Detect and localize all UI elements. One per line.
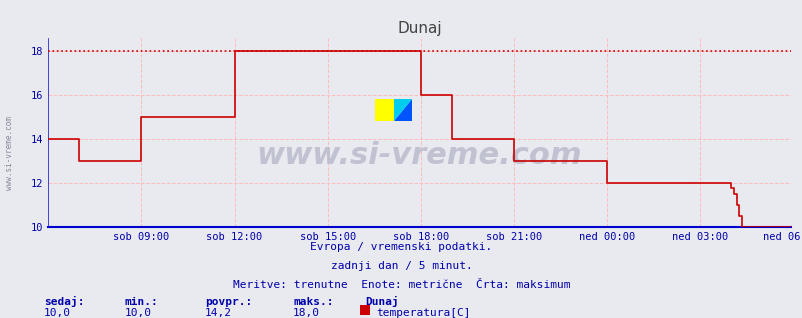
Text: min.:: min.: [124,297,158,307]
Text: 10,0: 10,0 [44,308,71,318]
Text: Dunaj: Dunaj [365,296,399,307]
Text: temperatura[C]: temperatura[C] [375,308,470,318]
Text: Evropa / vremenski podatki.: Evropa / vremenski podatki. [310,242,492,252]
Text: 18,0: 18,0 [293,308,320,318]
Text: maks.:: maks.: [293,297,333,307]
Polygon shape [393,99,411,121]
Text: 10,0: 10,0 [124,308,152,318]
Text: www.si-vreme.com: www.si-vreme.com [5,116,14,190]
Polygon shape [393,99,411,121]
Text: sedaj:: sedaj: [44,296,84,307]
Title: Dunaj: Dunaj [397,21,441,36]
FancyBboxPatch shape [375,99,393,121]
Text: 14,2: 14,2 [205,308,232,318]
Text: povpr.:: povpr.: [205,297,252,307]
Text: www.si-vreme.com: www.si-vreme.com [257,141,581,170]
Text: zadnji dan / 5 minut.: zadnji dan / 5 minut. [330,261,472,271]
Text: Meritve: trenutne  Enote: metrične  Črta: maksimum: Meritve: trenutne Enote: metrične Črta: … [233,280,569,290]
